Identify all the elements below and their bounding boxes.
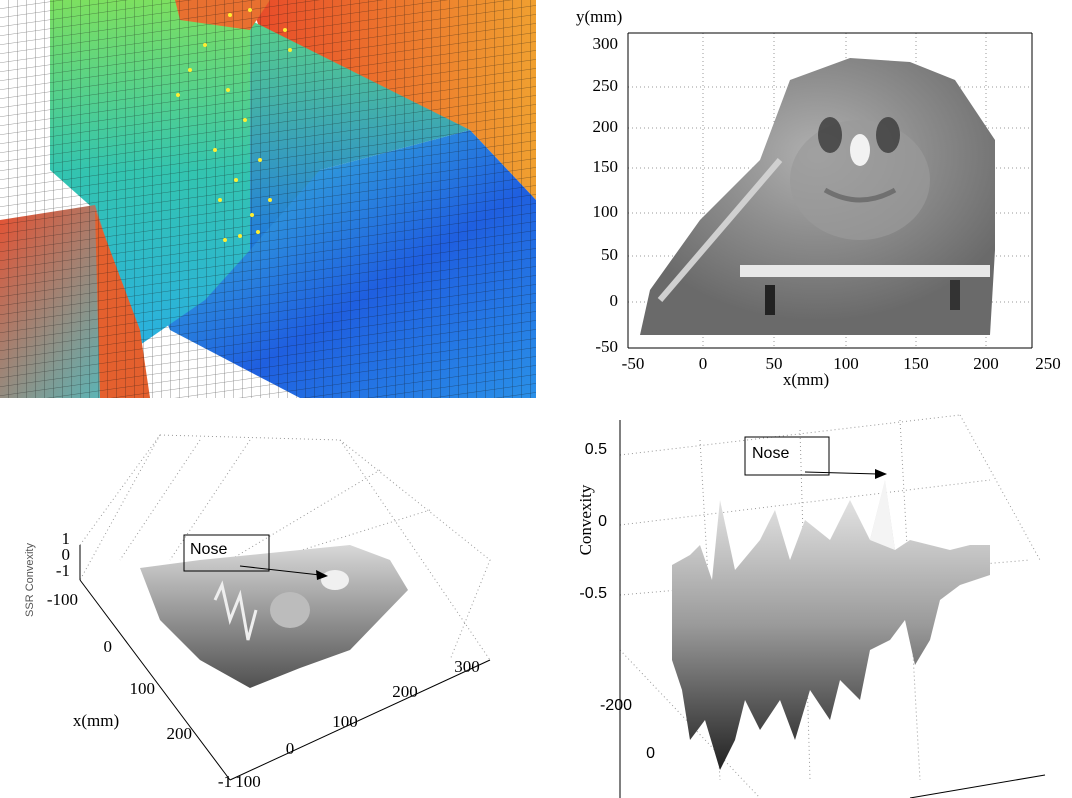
y-tick-label: 0 <box>646 745 655 762</box>
y-tick-label: 200 <box>392 682 418 701</box>
x-tick-label: 150 <box>903 354 929 373</box>
y-tick-label: 50 <box>601 245 618 264</box>
x-tick-label: 200 <box>167 724 193 743</box>
x-tick-label: 0 <box>699 354 708 373</box>
y-tick-label: 200 <box>593 117 619 136</box>
y-tick-label: 0 <box>286 739 295 758</box>
x-tick-label: -1 <box>218 772 232 791</box>
z-tick-label: 1 <box>62 529 71 548</box>
y-tick-label: 100 <box>593 202 619 221</box>
x-tick-label: 200 <box>973 354 999 373</box>
axis-label: SSR Convexity <box>24 543 36 617</box>
axis-label: x(mm) <box>73 711 119 730</box>
x-tick-label: 100 <box>833 354 859 373</box>
z-tick-label: -0.5 <box>579 585 607 602</box>
axis-label: x(mm) <box>783 370 829 389</box>
x-tick-label: -50 <box>622 354 645 373</box>
mesh-panel <box>0 0 536 398</box>
z-tick-label: 0 <box>598 513 607 530</box>
spike-panel: Nose Convexity 0.5 0 -0.5 -200 0 <box>576 414 1046 798</box>
x-tick-label: 100 <box>130 679 156 698</box>
surface-panel: Nose SSR Convexity 1 0 -1 -100 0 100 200… <box>24 434 491 791</box>
axis-label: y(mm) <box>576 7 622 26</box>
x-tick-label: -100 <box>47 590 78 609</box>
z-tick-label: 0.5 <box>585 441 607 458</box>
y-tick-label: -50 <box>595 337 618 356</box>
y-tick-label: 150 <box>593 157 619 176</box>
y-tick-label: -200 <box>600 697 632 714</box>
y-tick-label: 100 <box>332 712 358 731</box>
y-tick-label: 300 <box>593 34 619 53</box>
x-tick-label: 250 <box>1035 354 1061 373</box>
face-panel: y(mm) 300 250 200 150 100 50 0 -50 -50 0… <box>576 7 1061 389</box>
y-tick-label: 0 <box>610 291 619 310</box>
x-tick-label: 50 <box>766 354 783 373</box>
y-tick-label: 100 <box>235 772 261 791</box>
axis-label: Convexity <box>576 484 595 555</box>
z-tick-label: 0 <box>62 545 71 564</box>
y-tick-label: 250 <box>593 76 619 95</box>
x-tick-label: 0 <box>104 637 113 656</box>
z-tick-label: -1 <box>56 561 70 580</box>
annotation: Nose <box>752 445 789 462</box>
y-tick-label: 300 <box>454 657 480 676</box>
annotation: Nose <box>190 541 227 558</box>
